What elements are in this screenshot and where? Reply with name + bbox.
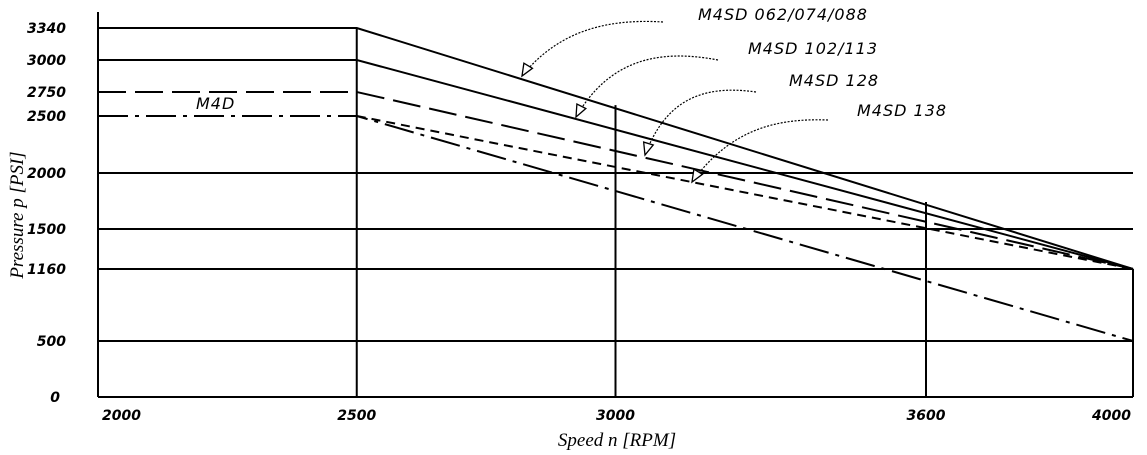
callout-arrow-shaft — [644, 89, 757, 156]
x-axis-label: Speed n [RPM] — [558, 430, 676, 451]
callout-arrow-shaft — [521, 20, 664, 77]
callout-label: M4SD 062/074/088 — [698, 5, 868, 24]
callout-arrow-shaft — [691, 119, 829, 183]
callout-arrow-head — [691, 168, 704, 184]
callout-arrow-shaft — [575, 55, 719, 118]
callout-label: M4SD 138 — [857, 101, 947, 120]
callout-arrow-head — [575, 103, 588, 119]
y-axis-label: Pressure p [PSI] — [7, 151, 28, 279]
y-tick-label: 1500 — [27, 222, 66, 238]
series-label-m4d: M4D — [196, 94, 235, 113]
series-line — [98, 27, 1134, 270]
y-tick-label: 1160 — [27, 262, 66, 278]
y-tick-label: 3000 — [27, 53, 66, 69]
x-tick-label: 3600 — [907, 408, 946, 424]
y-tick-label: 2750 — [27, 85, 66, 101]
axes — [97, 12, 1133, 398]
x-tick-label: 2000 — [102, 408, 141, 424]
series-line — [356, 115, 1134, 270]
series-line — [98, 91, 1134, 270]
y-tick-label: 2000 — [27, 166, 66, 182]
y-tick-labels: 0 500 1160 1500 2000 2500 2750 3000 3340 — [27, 21, 66, 406]
callout-label: M4SD 102/113 — [748, 39, 878, 58]
y-tick-label: 2500 — [27, 109, 66, 125]
series-lines — [98, 27, 1134, 342]
series-line — [98, 59, 1134, 270]
y-tick-label: 0 — [50, 390, 60, 406]
y-tick-label: 3340 — [27, 21, 66, 37]
x-tick-label: 4000 — [1091, 408, 1131, 424]
callout-arrow-head — [642, 141, 655, 157]
series-line — [98, 115, 1134, 342]
grid-lines — [98, 28, 1134, 397]
annotations: M4SD 062/074/088 M4SD 102/113 M4SD 128 M4SD… — [196, 5, 947, 184]
x-tick-label: 3000 — [596, 408, 635, 424]
x-tick-label: 2500 — [337, 408, 376, 424]
y-tick-label: 500 — [37, 334, 66, 350]
callout-label: M4SD 128 — [789, 71, 879, 90]
x-tick-labels: 2000 2500 3000 3600 4000 — [102, 408, 1131, 424]
callout-arrow-head — [521, 62, 534, 78]
